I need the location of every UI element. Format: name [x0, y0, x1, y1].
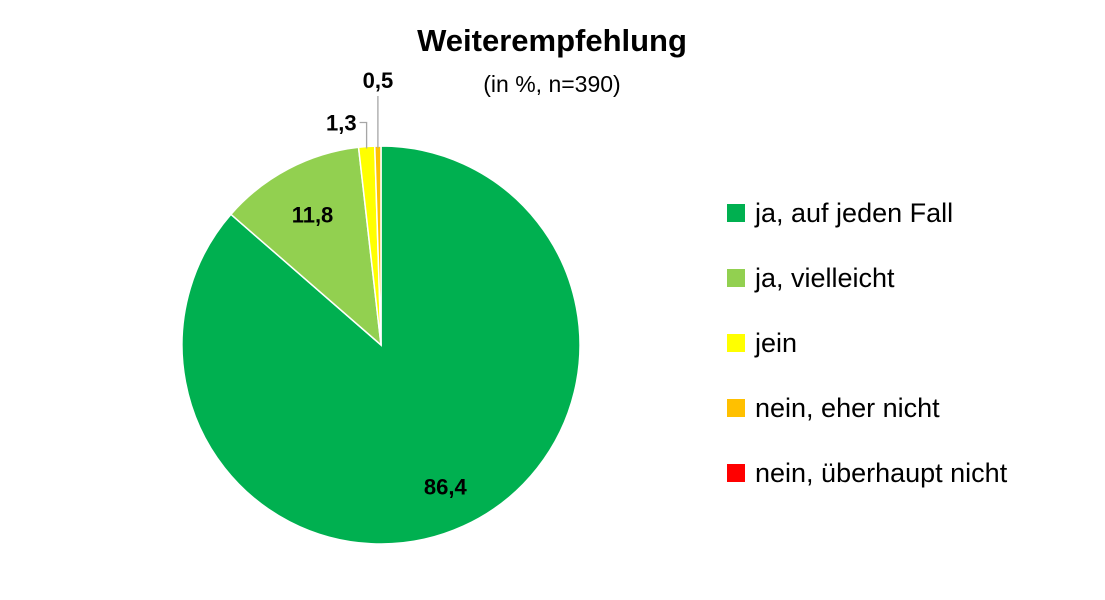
data-labels: 86,4 11,8 1,30,5 — [292, 68, 468, 499]
chart-subtitle: (in %, n=390) — [483, 71, 620, 97]
legend-swatch-jein — [727, 334, 745, 352]
legend-label-jein: jein — [754, 328, 797, 358]
legend-item-ja-auf-jeden-fall: ja, auf jeden Fall — [727, 198, 953, 228]
leader-line-jein — [359, 121, 368, 149]
legend: ja, auf jeden Fall ja, vielleicht jein nein… — [727, 198, 1008, 488]
chart-title: Weiterempfehlung — [417, 23, 687, 58]
pie-slices — [181, 145, 581, 545]
legend-item-nein-eher-nicht: nein, eher nicht — [727, 393, 940, 423]
pie-slice-ja-vielleicht — [229, 146, 382, 347]
legend-item-nein-ueberhaupt-nicht: nein, überhaupt nicht — [727, 458, 1008, 488]
legend-label-ja-vielleicht: ja, vielleicht — [754, 263, 895, 293]
data-label-jein: 1,3 — [326, 111, 357, 136]
legend-swatch-ja-vielleicht — [727, 269, 745, 287]
data-label-nein-eher-nicht: 0,5 — [363, 68, 394, 93]
legend-item-jein: jein — [727, 328, 797, 358]
data-label-ja-vielleicht: 11,8 — [292, 203, 334, 228]
legend-label-nein-ueberhaupt-nicht: nein, überhaupt nicht — [755, 458, 1008, 488]
data-label-ja-auf-jeden-fall: 86,4 — [424, 474, 468, 499]
legend-swatch-nein-ueberhaupt-nicht — [727, 464, 745, 482]
legend-label-ja-auf-jeden-fall: ja, auf jeden Fall — [754, 198, 953, 228]
leader-lines — [359, 96, 379, 149]
legend-item-ja-vielleicht: ja, vielleicht — [727, 263, 895, 293]
legend-label-nein-eher-nicht: nein, eher nicht — [755, 393, 940, 423]
legend-swatch-nein-eher-nicht — [727, 399, 745, 417]
legend-swatch-ja-auf-jeden-fall — [727, 204, 745, 222]
